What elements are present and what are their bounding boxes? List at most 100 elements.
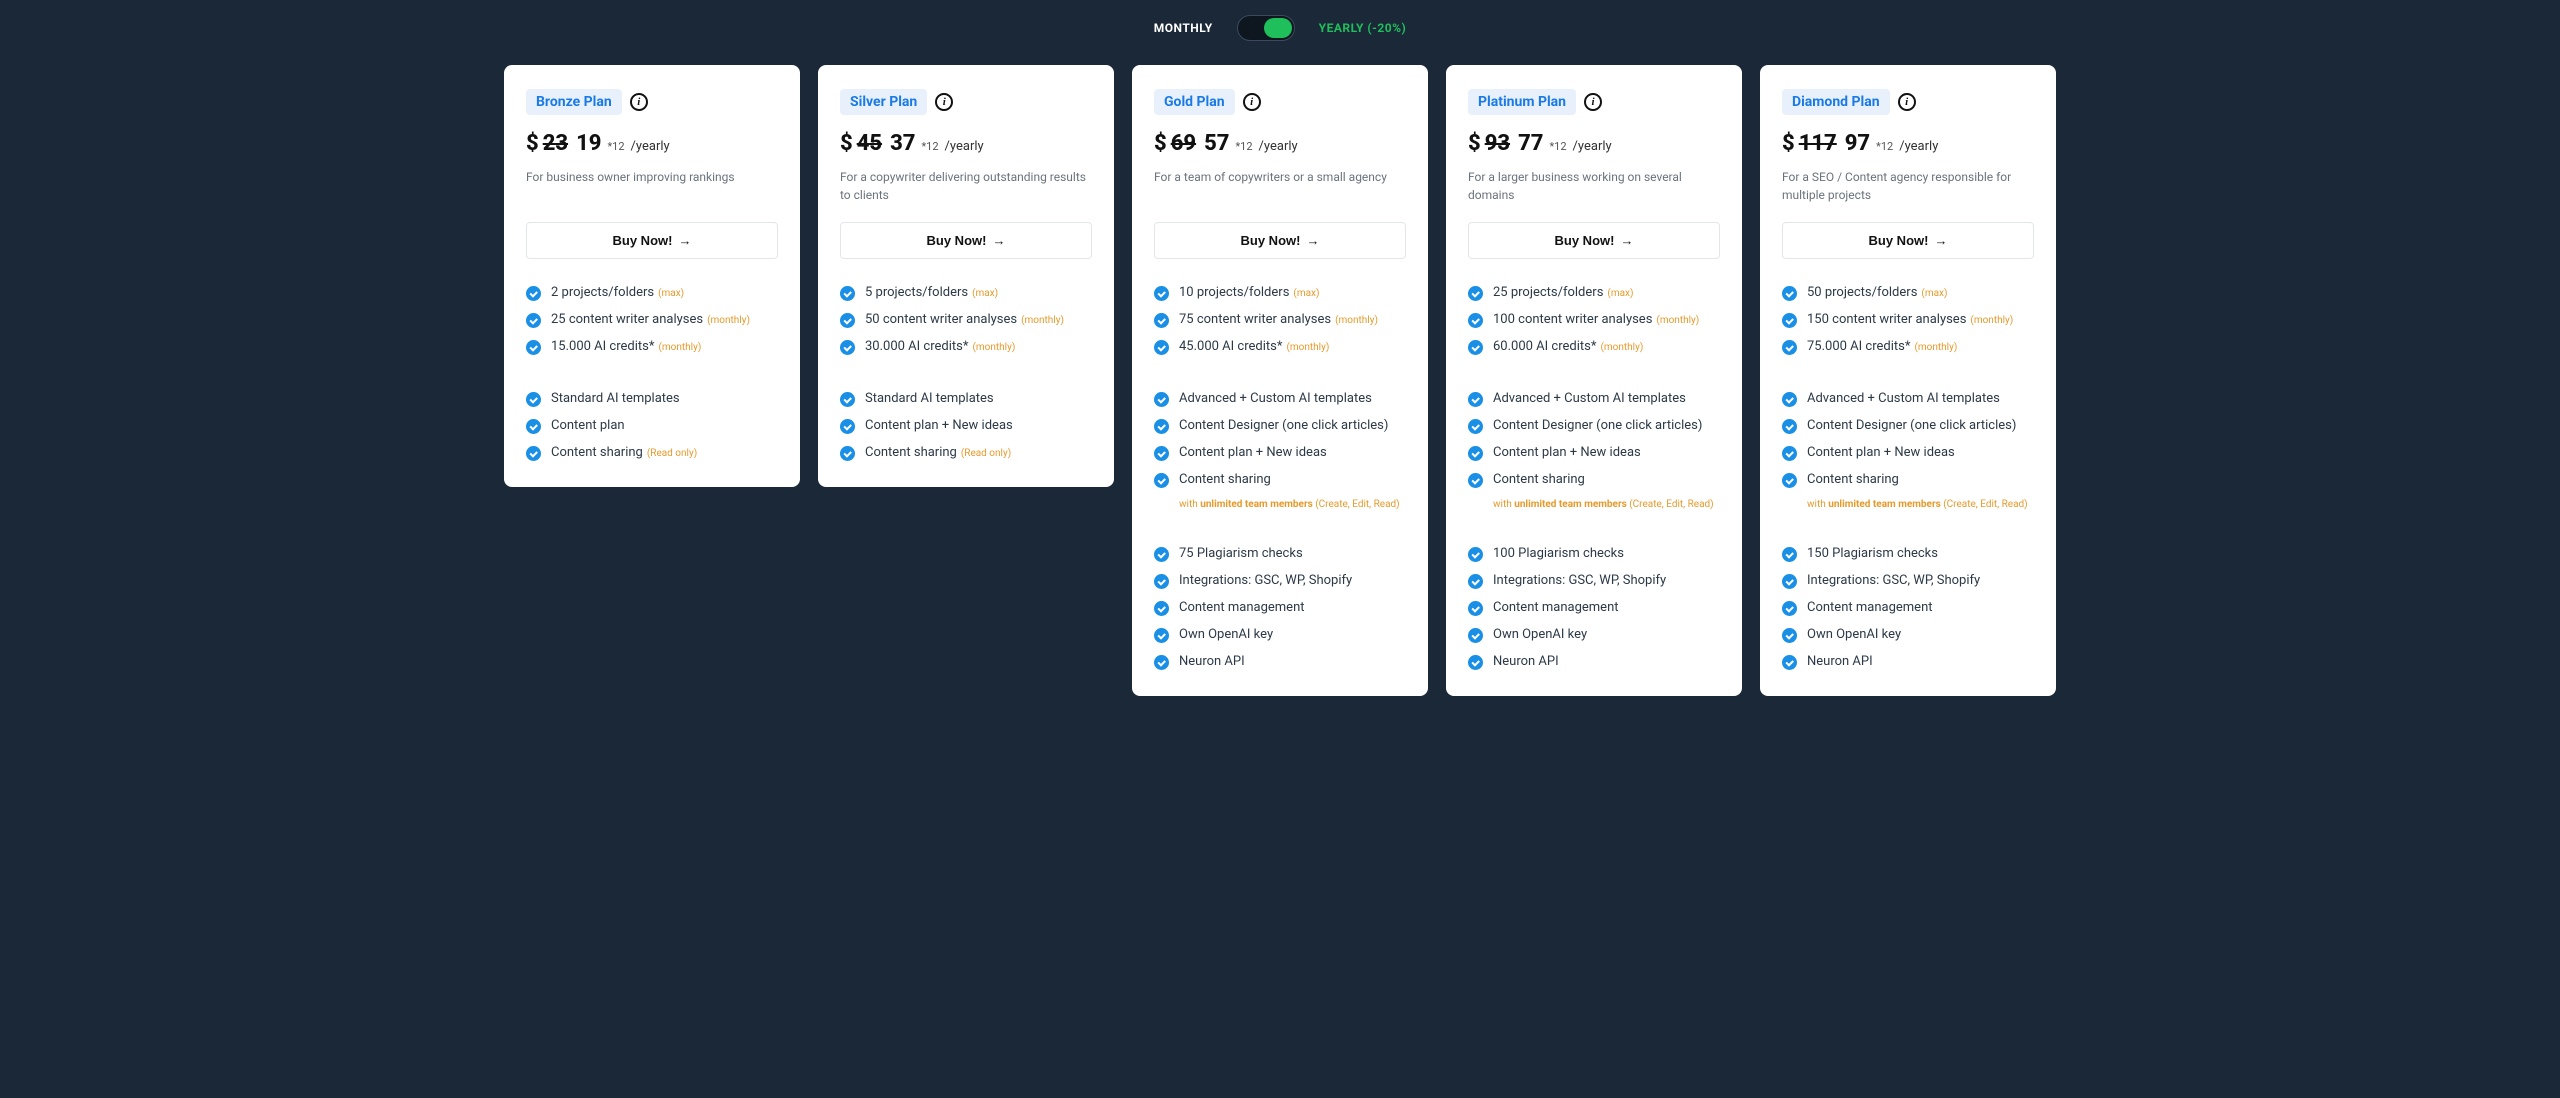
feature-item: Integrations: GSC, WP, Shopify (1154, 573, 1406, 589)
info-icon[interactable]: i (1584, 93, 1602, 111)
buy-label: Buy Now! (1241, 233, 1301, 248)
check-icon (840, 340, 855, 355)
currency: $ (840, 131, 853, 156)
price-row: $69 57*12 /yearly (1154, 131, 1406, 156)
check-icon (1154, 574, 1169, 589)
plan-name-badge: Diamond Plan (1782, 89, 1890, 115)
feature-item: Content sharing (1468, 472, 1720, 488)
buy-now-button[interactable]: Buy Now! → (1468, 222, 1720, 259)
feature-text: 5 projects/folders(max) (865, 285, 998, 300)
currency: $ (1468, 131, 1481, 156)
buy-now-button[interactable]: Buy Now! → (526, 222, 778, 259)
check-icon (1468, 628, 1483, 643)
feature-item: Own OpenAI key (1154, 627, 1406, 643)
info-icon[interactable]: i (630, 93, 648, 111)
feature-tag: (monthly) (658, 342, 701, 353)
feature-item: Content sharing (1782, 472, 2034, 488)
feature-text: 30.000 AI credits*(monthly) (865, 339, 1015, 354)
feature-text: Content sharing(Read only) (865, 445, 1011, 460)
feature-group-usage: 25 projects/folders(max) 100 content wri… (1468, 285, 1720, 355)
feature-item: 100 Plagiarism checks (1468, 546, 1720, 562)
plan-description: For a copywriter delivering outstanding … (840, 168, 1092, 206)
plan-header: Platinum Plan i (1468, 89, 1720, 115)
feature-item: 50 content writer analyses(monthly) (840, 312, 1092, 328)
feature-item: 60.000 AI credits*(monthly) (1468, 339, 1720, 355)
feature-item: Integrations: GSC, WP, Shopify (1468, 573, 1720, 589)
info-icon[interactable]: i (1898, 93, 1916, 111)
buy-now-button[interactable]: Buy Now! → (840, 222, 1092, 259)
feature-item: 5 projects/folders(max) (840, 285, 1092, 301)
price-suffix: *12 (1235, 140, 1252, 153)
plan-description: For a larger business working on several… (1468, 168, 1720, 206)
buy-now-button[interactable]: Buy Now! → (1154, 222, 1406, 259)
plans-container: Bronze Plan i $23 19*12 /yearly For busi… (10, 65, 2550, 696)
feature-item: Content sharing (1154, 472, 1406, 488)
price-period: /yearly (1573, 139, 1612, 154)
plan-name-badge: Silver Plan (840, 89, 927, 115)
check-icon (1782, 655, 1797, 670)
feature-text: Advanced + Custom AI templates (1807, 391, 2000, 406)
billing-toggle-row: MONTHLY YEARLY (-20%) (10, 15, 2550, 41)
feature-item: Content plan + New ideas (1468, 445, 1720, 461)
price-period: /yearly (1259, 139, 1298, 154)
info-icon[interactable]: i (1243, 93, 1261, 111)
feature-group-tools: Advanced + Custom AI templates Content D… (1782, 391, 2034, 510)
feature-tag: (max) (1607, 288, 1633, 299)
price-new: 57 (1204, 131, 1229, 156)
toggle-yearly-label[interactable]: YEARLY (-20%) (1319, 21, 1407, 35)
feature-group-usage: 5 projects/folders(max) 50 content write… (840, 285, 1092, 355)
check-icon (1468, 419, 1483, 434)
price-period: /yearly (1899, 139, 1938, 154)
feature-text: Integrations: GSC, WP, Shopify (1493, 573, 1666, 588)
feature-text: 10 projects/folders(max) (1179, 285, 1319, 300)
check-icon (1782, 601, 1797, 616)
feature-text: Content Designer (one click articles) (1807, 418, 2016, 433)
check-icon (840, 446, 855, 461)
feature-item: Advanced + Custom AI templates (1782, 391, 2034, 407)
plan-name-badge: Platinum Plan (1468, 89, 1576, 115)
feature-text: 75.000 AI credits*(monthly) (1807, 339, 1957, 354)
plan-card: Gold Plan i $69 57*12 /yearly For a team… (1132, 65, 1428, 696)
feature-text: Content plan + New ideas (865, 418, 1013, 433)
check-icon (1154, 473, 1169, 488)
check-icon (1468, 446, 1483, 461)
feature-text: 2 projects/folders(max) (551, 285, 684, 300)
arrow-right-icon: → (992, 233, 1005, 248)
feature-text: Content management (1807, 600, 1933, 615)
toggle-monthly-label[interactable]: MONTHLY (1154, 21, 1213, 35)
feature-tag: (max) (1293, 288, 1319, 299)
feature-tag: (Read only) (647, 448, 697, 459)
check-icon (1154, 655, 1169, 670)
feature-tag: (monthly) (1600, 342, 1643, 353)
buy-label: Buy Now! (613, 233, 673, 248)
check-icon (1782, 574, 1797, 589)
info-icon[interactable]: i (935, 93, 953, 111)
feature-item: Content sharing(Read only) (840, 445, 1092, 461)
buy-now-button[interactable]: Buy Now! → (1782, 222, 2034, 259)
feature-item: 25 projects/folders(max) (1468, 285, 1720, 301)
feature-item: Own OpenAI key (1782, 627, 2034, 643)
arrow-right-icon: → (1306, 233, 1319, 248)
plan-card: Platinum Plan i $93 77*12 /yearly For a … (1446, 65, 1742, 696)
feature-tag: (monthly) (1335, 315, 1378, 326)
feature-text: Own OpenAI key (1179, 627, 1273, 642)
feature-item: Integrations: GSC, WP, Shopify (1782, 573, 2034, 589)
plan-name-badge: Gold Plan (1154, 89, 1235, 115)
price-row: $93 77*12 /yearly (1468, 131, 1720, 156)
feature-item: 50 projects/folders(max) (1782, 285, 2034, 301)
price-suffix: *12 (1876, 140, 1893, 153)
feature-item: Content plan (526, 418, 778, 434)
check-icon (1782, 473, 1797, 488)
feature-item: Content plan + New ideas (1782, 445, 2034, 461)
price-row: $117 97*12 /yearly (1782, 131, 2034, 156)
content-sharing-note: with unlimited team members (Create, Edi… (1179, 499, 1406, 510)
check-icon (1154, 313, 1169, 328)
plan-header: Silver Plan i (840, 89, 1092, 115)
feature-text: Content sharing(Read only) (551, 445, 697, 460)
feature-group-tools: Advanced + Custom AI templates Content D… (1154, 391, 1406, 510)
billing-toggle[interactable] (1237, 15, 1295, 41)
price-suffix: *12 (921, 140, 938, 153)
price-old: 93 (1485, 131, 1510, 156)
content-sharing-note: with unlimited team members (Create, Edi… (1493, 499, 1720, 510)
plan-description: For a team of copywriters or a small age… (1154, 168, 1406, 206)
